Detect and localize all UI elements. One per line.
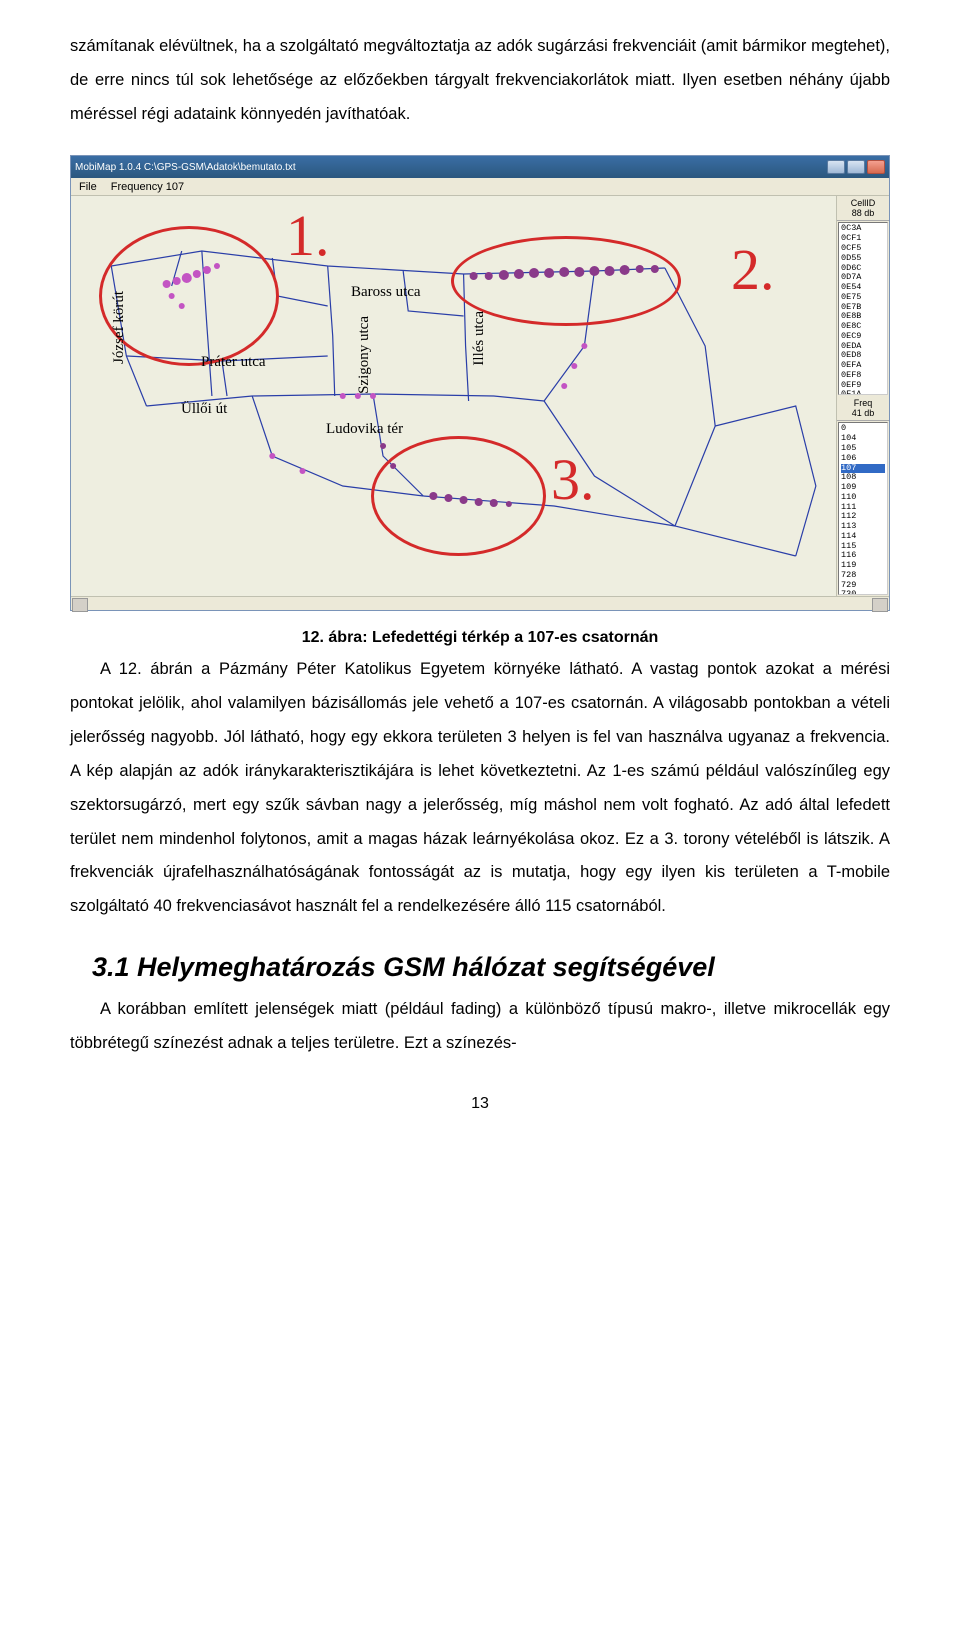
label-szigony: Szigony utca — [356, 316, 373, 394]
label-prater: Práter utca — [201, 354, 266, 371]
page-number: 13 — [70, 1095, 890, 1113]
paragraph-mid: A 12. ábrán a Pázmány Péter Katolikus Eg… — [70, 653, 890, 924]
annotation-number-3: 3. — [551, 446, 595, 513]
cellid-count: 88 db — [837, 208, 889, 218]
menu-frequency[interactable]: Frequency 107 — [111, 181, 184, 193]
maximize-button[interactable] — [847, 160, 865, 174]
annotation-circle-3 — [371, 436, 546, 556]
app-window: MobiMap 1.0.4 C:\GPS-GSM\Adatok\bemutato… — [70, 155, 890, 611]
window-titlebar: MobiMap 1.0.4 C:\GPS-GSM\Adatok\bemutato… — [71, 156, 889, 178]
window-controls — [827, 160, 885, 174]
annotation-number-2: 2. — [731, 236, 775, 303]
figure-caption: 12. ábra: Lefedettégi térkép a 107-es cs… — [70, 629, 890, 647]
menu-file[interactable]: File — [79, 181, 97, 193]
annotation-number-1: 1. — [286, 202, 330, 269]
side-panel: CellID 88 db 0C3A0CF10CF50D550D6C0D7A0E5… — [837, 196, 889, 596]
horizontal-scrollbar[interactable] — [71, 596, 889, 610]
freq-item[interactable]: 730 — [841, 590, 885, 595]
section-heading: 3.1 Helymeghatározás GSM hálózat segítsé… — [92, 952, 890, 983]
paragraph-top: számítanak elévültnek, ha a szolgáltató … — [70, 30, 890, 131]
freq-list[interactable]: 0104105106107108109110111112113114115116… — [838, 422, 888, 595]
freq-count: 41 db — [837, 408, 889, 418]
cellid-header: CellID 88 db — [837, 196, 889, 221]
label-ulloi: Üllői út — [181, 401, 227, 418]
map-canvas: 1. 2. 3. József körút Práter utca Üllői … — [71, 196, 837, 596]
freq-title: Freq — [837, 398, 889, 408]
label-baross: Baross utca — [351, 284, 421, 301]
freq-header: Freq 41 db — [837, 396, 889, 421]
menubar: File Frequency 107 — [71, 178, 889, 196]
label-illes: Illés utca — [471, 311, 488, 366]
cellid-item[interactable]: 0F1A — [841, 390, 885, 395]
label-jozsef: József körút — [111, 291, 128, 364]
cellid-list[interactable]: 0C3A0CF10CF50D550D6C0D7A0E540E750E7B0E8B… — [838, 222, 888, 395]
paragraph-bottom: A korábban említett jelenségek miatt (pé… — [70, 993, 890, 1061]
label-ludovika: Ludovika tér — [326, 421, 403, 438]
window-title: MobiMap 1.0.4 C:\GPS-GSM\Adatok\bemutato… — [75, 162, 296, 173]
close-button[interactable] — [867, 160, 885, 174]
cellid-title: CellID — [837, 198, 889, 208]
minimize-button[interactable] — [827, 160, 845, 174]
